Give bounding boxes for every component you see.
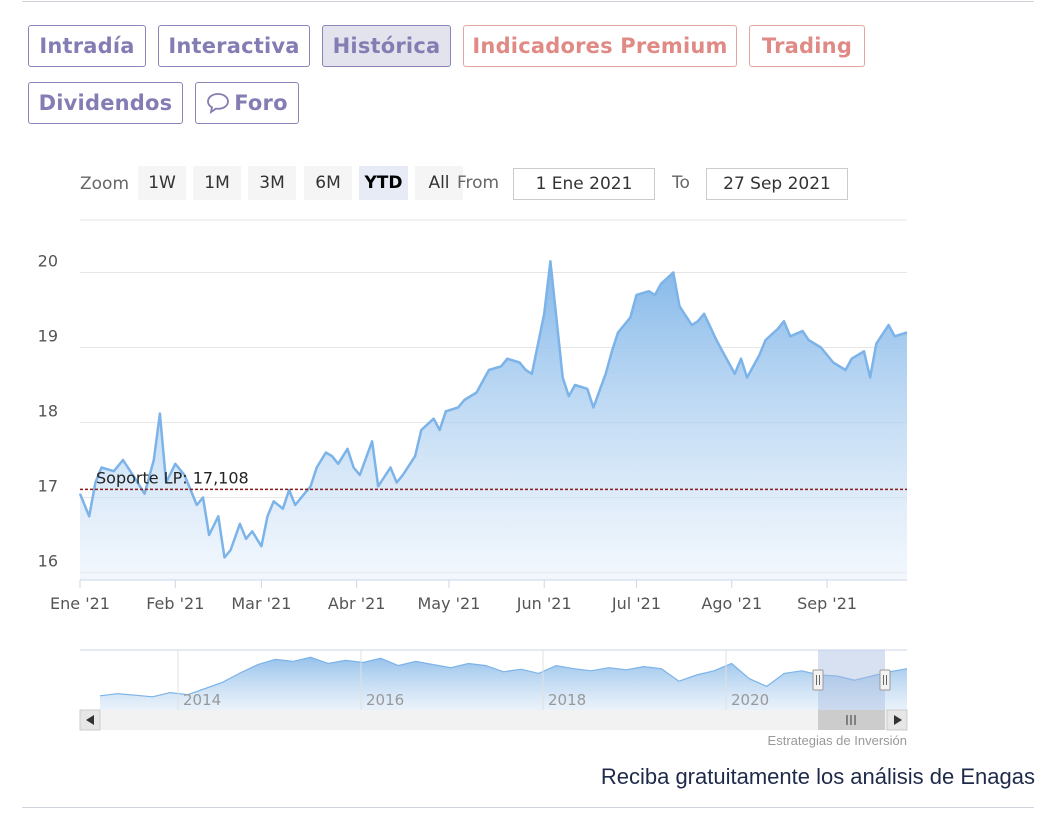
y-tick-label: 17 [38,477,58,496]
tab-historica[interactable]: Histórica [322,25,451,67]
price-area [80,261,907,580]
zoom-6m-button[interactable]: 6M [304,166,352,200]
price-line [78,260,908,559]
y-tick-label: 16 [38,552,58,571]
x-tick-label: May '21 [417,594,480,613]
navigator-area [100,657,907,710]
zoom-label: Zoom [80,174,130,194]
y-tick-label: 20 [38,252,58,271]
tab-interactiva[interactable]: Interactiva [158,25,310,67]
navigator-window[interactable] [818,650,885,710]
navigator-year-label: 2014 [183,691,221,709]
zoom-all-button[interactable]: All [415,166,463,200]
scroll-left-arrow-icon [86,715,94,725]
speech-bubble-icon [206,92,230,114]
zoom-1m-button[interactable]: 1M [193,166,241,200]
tab-trading[interactable]: Trading [749,25,865,67]
navigator-year-label: 2016 [366,691,404,709]
x-tick-label: Mar '21 [231,594,291,613]
zoom-1w-button[interactable]: 1W [138,166,186,200]
tab-foro[interactable]: Foro [195,82,299,124]
bottom-divider [22,807,1034,808]
navigator-left-handle[interactable] [812,669,824,691]
tab-indicadores-premium[interactable]: Indicadores Premium [463,25,737,67]
zoom-ytd-button[interactable]: YTD [359,166,408,200]
x-tick-label: Sep '21 [797,594,857,613]
tab-dividendos[interactable]: Dividendos [28,82,183,124]
navigator-year-label: 2020 [731,691,769,709]
x-tick-label: Ene '21 [50,594,110,613]
x-tick-label: Jun '21 [516,594,572,613]
chart-credit[interactable]: Estrategias de Inversión [767,733,907,748]
scroll-right-arrow-icon [894,715,902,725]
y-tick-label: 18 [38,402,58,421]
to-label: To [672,173,690,193]
navigator-line [99,656,908,698]
tab-intradia[interactable]: Intradía [28,25,146,67]
from-date-input[interactable]: 1 Ene 2021 [513,168,655,200]
zoom-3m-button[interactable]: 3M [248,166,296,200]
y-tick-label: 19 [38,327,58,346]
analysis-cta-link[interactable]: Reciba gratuitamente los análisis de Ena… [600,764,1035,789]
from-label: From [457,173,500,193]
x-tick-label: Ago '21 [701,594,762,613]
scrollbar-track[interactable] [80,710,907,730]
x-tick-label: Feb '21 [146,594,204,613]
top-divider [22,1,1034,2]
navigator-year-label: 2018 [548,691,586,709]
navigator-right-handle[interactable] [879,669,891,691]
x-tick-label: Jul '21 [611,594,661,613]
x-tick-label: Abr '21 [328,594,386,613]
support-label: Soporte LP: 17,108 [96,468,249,487]
to-date-input[interactable]: 27 Sep 2021 [706,168,848,200]
